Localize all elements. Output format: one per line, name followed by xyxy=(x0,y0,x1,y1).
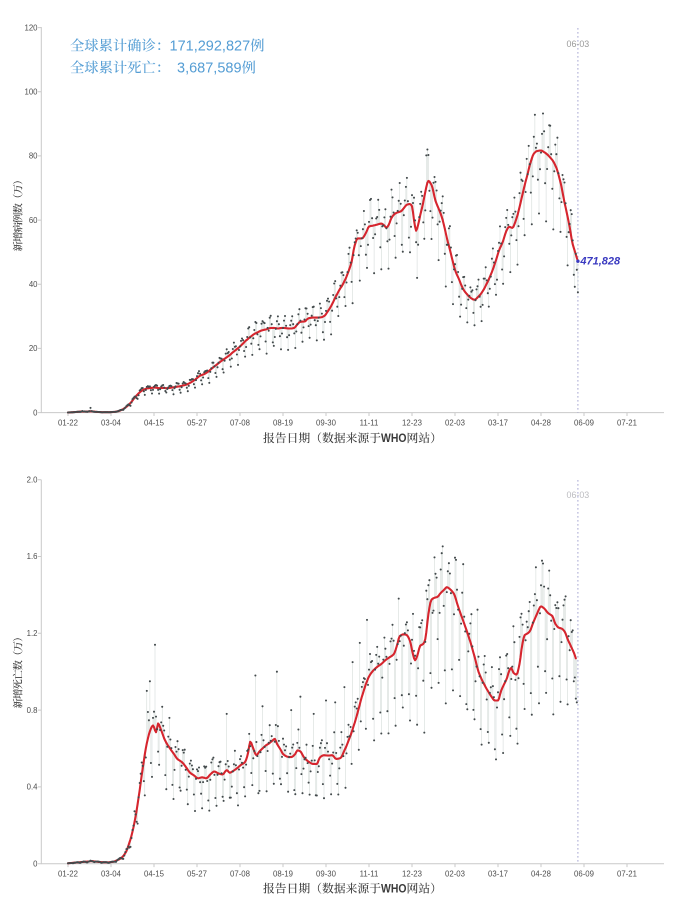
svg-text:07-21: 07-21 xyxy=(617,869,637,878)
svg-text:03-17: 03-17 xyxy=(488,869,508,878)
svg-text:12-23: 12-23 xyxy=(402,418,422,427)
svg-text:WHO: WHO xyxy=(381,882,407,896)
svg-text:100: 100 xyxy=(24,88,38,97)
svg-text:20: 20 xyxy=(29,344,38,353)
svg-text:08-19: 08-19 xyxy=(273,869,293,878)
svg-text:0: 0 xyxy=(33,859,38,868)
svg-text:06-09: 06-09 xyxy=(574,869,594,878)
svg-text:40: 40 xyxy=(29,280,38,289)
svg-text:09-30: 09-30 xyxy=(316,418,337,427)
svg-text:02-03: 02-03 xyxy=(445,418,465,427)
svg-text:07-08: 07-08 xyxy=(230,418,250,427)
svg-text:11-11: 11-11 xyxy=(360,869,379,878)
svg-text:0.4: 0.4 xyxy=(27,783,39,792)
svg-text:471,828: 471,828 xyxy=(579,256,621,268)
svg-text:01-22: 01-22 xyxy=(58,418,78,427)
svg-text:03-04: 03-04 xyxy=(101,418,122,427)
svg-text:120: 120 xyxy=(24,23,38,32)
svg-text:04-15: 04-15 xyxy=(144,418,165,427)
svg-text:06-03: 06-03 xyxy=(567,490,590,500)
svg-text:06-09: 06-09 xyxy=(574,418,594,427)
svg-text:03-04: 03-04 xyxy=(101,869,122,878)
svg-text:2.0: 2.0 xyxy=(27,475,39,484)
svg-text:05-27: 05-27 xyxy=(187,869,207,878)
svg-text:04-28: 04-28 xyxy=(531,418,551,427)
svg-text:0: 0 xyxy=(33,408,38,417)
svg-text:04-15: 04-15 xyxy=(144,869,165,878)
svg-text:09-30: 09-30 xyxy=(316,869,337,878)
svg-text:WHO: WHO xyxy=(381,431,407,445)
svg-text:06-03: 06-03 xyxy=(567,39,590,49)
svg-text:0.8: 0.8 xyxy=(27,706,38,715)
svg-text:80: 80 xyxy=(29,152,38,161)
svg-text:03-17: 03-17 xyxy=(488,418,508,427)
svg-text:3,687,589: 3,687,589 xyxy=(177,61,242,77)
svg-text:11-11: 11-11 xyxy=(360,418,379,427)
svg-text:08-19: 08-19 xyxy=(273,418,293,427)
svg-text:07-21: 07-21 xyxy=(617,418,637,427)
svg-text:171,292,827: 171,292,827 xyxy=(170,39,251,55)
svg-text:01-22: 01-22 xyxy=(58,869,78,878)
svg-text:07-08: 07-08 xyxy=(230,869,250,878)
svg-text:60: 60 xyxy=(29,216,38,225)
svg-text:04-28: 04-28 xyxy=(531,869,551,878)
svg-text:02-03: 02-03 xyxy=(445,869,465,878)
svg-text:12-23: 12-23 xyxy=(402,869,422,878)
svg-text:1.2: 1.2 xyxy=(27,629,38,638)
svg-text:1.6: 1.6 xyxy=(27,552,38,561)
svg-text:05-27: 05-27 xyxy=(187,418,207,427)
